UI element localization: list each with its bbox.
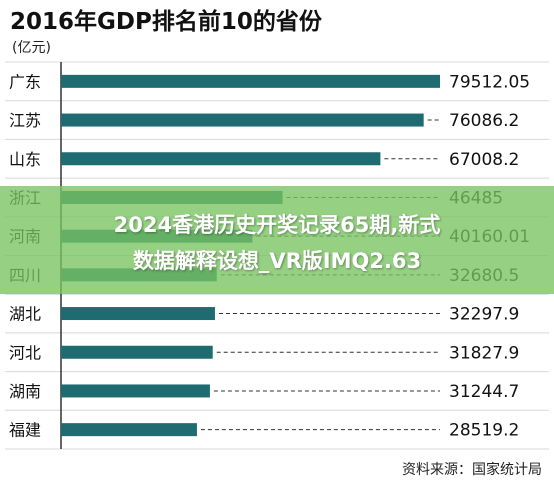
overlay-banner: [0, 186, 554, 294]
unit-label: (亿元): [12, 40, 51, 56]
category-label: 山东: [9, 150, 41, 169]
category-label: 湖北: [9, 305, 41, 324]
category-label: 河北: [9, 343, 41, 362]
category-label: 广东: [9, 72, 41, 91]
category-label: 湖南: [9, 382, 41, 401]
value-label: 79512.05: [449, 72, 530, 92]
bar: [61, 345, 213, 359]
bar: [61, 423, 197, 437]
value-label: 67008.2: [449, 150, 519, 170]
bar: [61, 113, 424, 127]
value-label: 76086.2: [449, 111, 519, 131]
bar: [61, 74, 440, 88]
value-label: 31827.9: [449, 343, 519, 363]
bar: [61, 307, 215, 321]
category-label: 江苏: [9, 111, 41, 130]
value-label: 31244.7: [449, 382, 519, 402]
value-label: 32297.9: [449, 305, 519, 325]
overlay-line-2: 数据解释设想_VR版IMQ2.63: [132, 249, 422, 273]
source-note: 资料来源：国家统计局: [402, 462, 542, 478]
value-label: 28519.2: [449, 421, 519, 441]
bar: [61, 384, 210, 398]
category-label: 福建: [9, 421, 41, 440]
bar: [61, 152, 381, 166]
overlay-line-1: 2024香港历史开奖记录65期,新式: [113, 213, 441, 237]
chart-title: 2016年GDP排名前10的省份: [10, 9, 322, 35]
